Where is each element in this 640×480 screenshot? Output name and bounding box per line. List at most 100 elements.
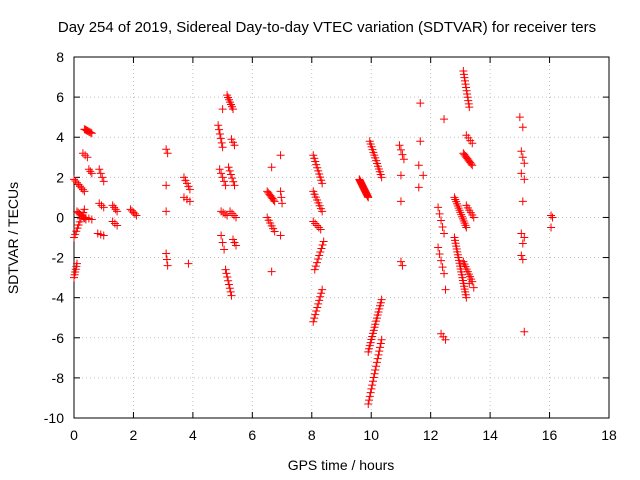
data-point [276,151,285,160]
data-point [223,273,232,282]
data-point [460,76,469,85]
data-point [110,219,119,228]
data-point [110,203,119,212]
data-point [517,169,526,178]
data-point [316,292,325,301]
data-point [468,139,477,148]
data-point [395,141,404,150]
data-point [450,193,459,202]
data-point [469,213,478,222]
data-point [416,137,425,146]
data-point [376,339,385,348]
data-point [184,259,193,268]
data-point [81,151,90,160]
grid-lines [74,57,609,418]
data-point [226,207,235,216]
data-point [460,219,469,228]
data-point [113,221,122,230]
data-point [267,163,276,172]
data-point [313,303,322,312]
data-point [399,155,408,164]
data-point [464,99,473,108]
y-tick-label: -10 [44,410,64,426]
data-point [373,354,382,363]
data-point [462,83,471,92]
data-point [520,159,529,168]
data-point [396,171,405,180]
data-point [311,310,320,319]
data-point [463,93,472,102]
data-point [435,209,444,218]
data-point [318,207,327,216]
data-point [316,248,325,257]
data-point [440,229,449,238]
data-point [85,128,94,137]
data-point [215,125,224,134]
data-point [83,126,92,135]
data-point [229,177,238,186]
data-point [276,231,285,240]
data-point [99,203,108,212]
data-point [162,145,171,154]
data-point [227,291,236,300]
data-point [221,181,230,190]
data-point [457,210,466,219]
data-point [311,262,320,271]
data-point [229,105,238,114]
x-tick-label: 16 [542,427,558,443]
data-point [269,195,278,204]
data-point [226,287,235,296]
data-point [84,127,93,136]
data-point [365,392,374,401]
data-point [87,215,96,224]
data-point [221,265,230,274]
data-point [309,217,318,226]
data-point [315,296,324,305]
data-point [80,205,89,214]
data-point [221,210,230,219]
chart-title: Day 254 of 2019, Sidereal Day-to-day VTE… [58,19,596,36]
data-point [416,99,425,108]
data-point [162,255,171,264]
data-point [312,258,321,267]
data-point [398,261,407,270]
data-point [108,201,117,210]
data-point [441,285,450,294]
data-point [277,193,286,202]
data-point [518,197,527,206]
data-point [185,185,194,194]
data-point [113,207,122,216]
data-point [368,377,377,386]
data-point [517,147,526,156]
plot-area-frame [73,56,610,419]
data-point [317,289,326,298]
data-point [82,126,91,135]
data-point [97,201,106,210]
data-point [517,229,526,238]
x-axis-title: GPS time / hours [288,457,395,473]
data-point [463,90,472,99]
data-point [95,199,104,208]
data-point [453,201,462,210]
y-axis-title: SDTVAR / TECUs [5,182,21,294]
data-point [278,199,287,208]
data-point [518,255,527,264]
data-point [315,251,324,260]
data-point [270,197,279,206]
data-point [132,211,141,220]
data-point [396,257,405,266]
data-point [364,193,373,202]
y-tick-label: 0 [56,209,64,225]
data-point [312,307,321,316]
data-point [78,185,87,194]
data-point [111,205,120,214]
data-point [130,209,139,218]
data-point [162,249,171,258]
data-point [375,347,384,356]
data-point [398,150,407,159]
x-tick-label: 6 [248,427,256,443]
data-point [461,80,470,89]
data-point [440,269,449,278]
x-tick-label: 10 [363,427,379,443]
data-point [459,217,468,226]
